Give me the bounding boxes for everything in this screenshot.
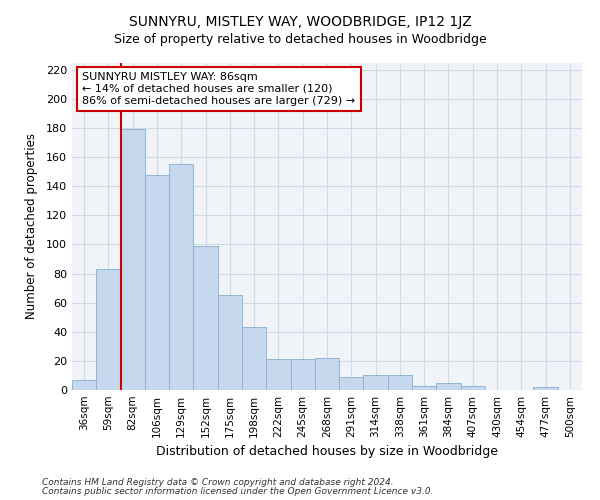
Bar <box>339 377 364 390</box>
Bar <box>388 376 412 390</box>
Bar <box>218 296 242 390</box>
Text: SUNNYRU, MISTLEY WAY, WOODBRIDGE, IP12 1JZ: SUNNYRU, MISTLEY WAY, WOODBRIDGE, IP12 1… <box>128 15 472 29</box>
Bar <box>169 164 193 390</box>
Bar <box>96 269 121 390</box>
Text: Size of property relative to detached houses in Woodbridge: Size of property relative to detached ho… <box>113 32 487 46</box>
Bar <box>461 386 485 390</box>
Bar <box>266 360 290 390</box>
Bar <box>290 360 315 390</box>
Bar <box>412 386 436 390</box>
Text: Contains HM Land Registry data © Crown copyright and database right 2024.: Contains HM Land Registry data © Crown c… <box>42 478 394 487</box>
Bar <box>242 328 266 390</box>
Bar <box>436 382 461 390</box>
Bar <box>533 387 558 390</box>
Bar <box>145 174 169 390</box>
Text: SUNNYRU MISTLEY WAY: 86sqm
← 14% of detached houses are smaller (120)
86% of sem: SUNNYRU MISTLEY WAY: 86sqm ← 14% of deta… <box>82 72 355 106</box>
Bar <box>315 358 339 390</box>
X-axis label: Distribution of detached houses by size in Woodbridge: Distribution of detached houses by size … <box>156 446 498 458</box>
Bar <box>193 246 218 390</box>
Y-axis label: Number of detached properties: Number of detached properties <box>25 133 38 320</box>
Text: Contains public sector information licensed under the Open Government Licence v3: Contains public sector information licen… <box>42 487 433 496</box>
Bar <box>72 380 96 390</box>
Bar <box>121 130 145 390</box>
Bar <box>364 376 388 390</box>
